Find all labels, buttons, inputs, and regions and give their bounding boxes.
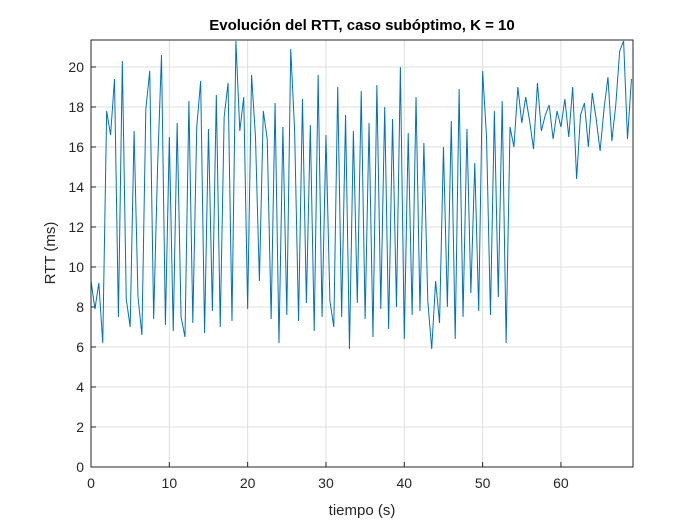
data-line bbox=[90, 40, 632, 350]
y-tick-label: 20 bbox=[68, 59, 84, 75]
x-tick-label: 30 bbox=[318, 475, 334, 491]
y-axis-label: RTT (ms) bbox=[42, 222, 59, 285]
y-tick-label: 10 bbox=[68, 259, 84, 275]
x-tick-label: 60 bbox=[553, 475, 569, 491]
x-tick-label: 40 bbox=[397, 475, 413, 491]
x-tick-label: 50 bbox=[475, 475, 491, 491]
x-tick-label: 20 bbox=[240, 475, 256, 491]
x-axis-label: tiempo (s) bbox=[329, 502, 396, 519]
y-tick-label: 8 bbox=[76, 299, 84, 315]
y-tick-label: 6 bbox=[76, 339, 84, 355]
x-tick-label: 10 bbox=[162, 475, 178, 491]
x-tick-label: 0 bbox=[87, 475, 95, 491]
y-tick-label: 4 bbox=[76, 379, 84, 395]
chart-title: Evolución del RTT, caso subóptimo, K = 1… bbox=[209, 17, 514, 34]
y-tick-label: 2 bbox=[76, 419, 84, 435]
y-tick-label: 12 bbox=[68, 219, 84, 235]
y-tick-label: 18 bbox=[68, 99, 84, 115]
plot-frame bbox=[90, 39, 634, 468]
y-tick-label: 0 bbox=[76, 459, 84, 475]
y-tick-label: 14 bbox=[68, 179, 84, 195]
y-tick-label: 16 bbox=[68, 139, 84, 155]
